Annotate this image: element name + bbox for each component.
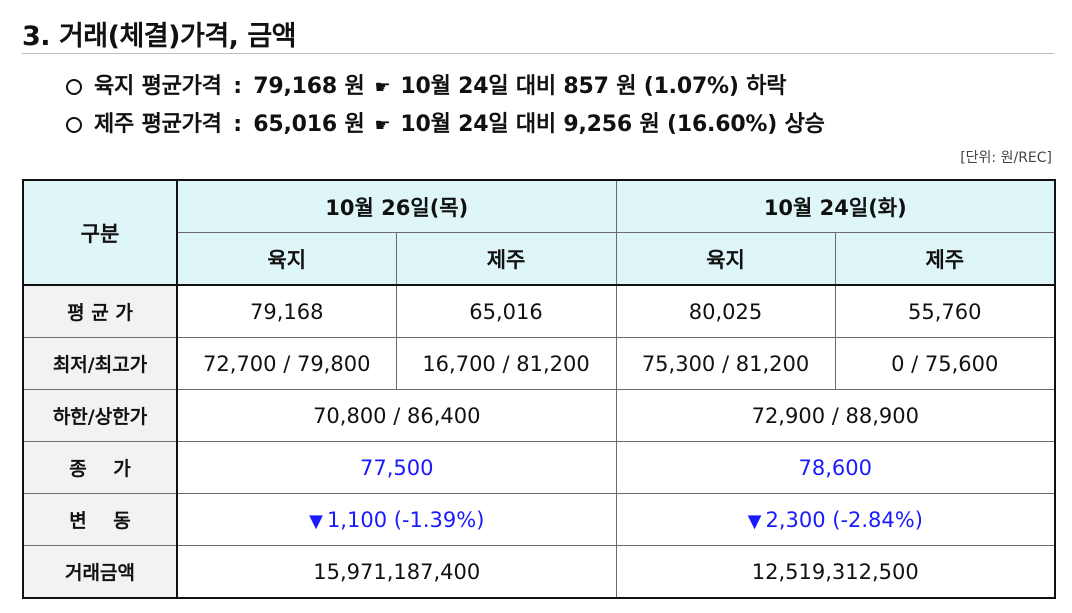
summary-diff-unit: 원 xyxy=(639,112,660,137)
summary-region: 육지 xyxy=(94,74,135,99)
table-cell: 72,700 / 79,800 xyxy=(176,337,397,390)
circle-bullet-icon xyxy=(66,117,82,133)
summary-value: 79,168 xyxy=(253,74,337,99)
summary-region: 제주 xyxy=(94,112,135,137)
table-cell: ▼ 1,100 (-1.39%) xyxy=(176,493,617,546)
table-cell: 70,800 / 86,400 xyxy=(176,389,617,442)
header-date-oct24: 10월 24일(화) xyxy=(615,179,1056,233)
table-row-minmax: 최저/최고가 72,700 / 79,800 16,700 / 81,200 7… xyxy=(22,337,1056,390)
table-row-average: 평 균 가 79,168 65,016 80,025 55,760 xyxy=(22,284,1056,338)
summary-pct: (16.60%) xyxy=(666,112,778,137)
summary-label: 평균가격 xyxy=(141,112,222,137)
table-cell: 55,760 xyxy=(834,284,1056,338)
table-header-row: 구분 10월 26일(목) 10월 24일(화) xyxy=(22,179,1056,286)
table-row-change: 변 동 ▼ 1,100 (-1.39%) ▼ 2,300 (-2.84%) xyxy=(22,493,1056,546)
summary-label: 평균가격 xyxy=(141,74,222,99)
header-jeju: 제주 xyxy=(395,232,617,286)
row-label: 최저/최고가 xyxy=(22,337,178,390)
row-label: 평 균 가 xyxy=(22,284,178,338)
table-subheader-row: 육지 제주 육지 제주 xyxy=(23,232,1056,286)
summary-compare: 10월 24일 대비 xyxy=(400,74,556,99)
summary-value: 65,016 xyxy=(253,112,337,137)
summary-unit: 원 xyxy=(344,112,365,137)
price-table: 구분 10월 26일(목) 10월 24일(화) 육지 제주 육지 제주 평 균… xyxy=(22,179,1057,599)
summary-pct: (1.07%) xyxy=(643,74,739,99)
table-row-limit: 하한/상한가 70,800 / 86,400 72,900 / 88,900 xyxy=(22,389,1056,442)
down-triangle-icon: ▼ xyxy=(747,510,762,532)
table-cell: 77,500 xyxy=(176,441,617,494)
summary-direction: 상승 xyxy=(784,112,825,137)
summary-diff: 857 xyxy=(563,74,609,99)
table-row-close: 종 가 77,500 78,600 xyxy=(22,441,1056,494)
row-label: 거래금액 xyxy=(22,545,178,599)
header-date-oct26: 10월 26일(목) xyxy=(176,179,617,233)
table-cell: 12,519,312,500 xyxy=(615,545,1056,599)
summary-diff-unit: 원 xyxy=(616,74,637,99)
table-cell: 65,016 xyxy=(395,284,617,338)
pointing-hand-icon: ☛ xyxy=(374,115,391,136)
summary-direction: 하락 xyxy=(746,74,787,99)
table-cell: 75,300 / 81,200 xyxy=(615,337,836,390)
pointing-hand-icon: ☛ xyxy=(374,77,391,98)
summary-item-mainland: 육지 평균가격 : 79,168 원 ☛ 10월 24일 대비 857 원 (1.0… xyxy=(66,68,825,106)
header-category: 구분 xyxy=(22,179,178,286)
summary-unit: 원 xyxy=(344,74,365,99)
section-title: 3. 거래(체결)가격, 금액 xyxy=(22,21,297,52)
header-mainland: 육지 xyxy=(176,232,397,286)
row-label: 변 동 xyxy=(22,493,178,546)
table-cell: 15,971,187,400 xyxy=(176,545,617,599)
down-triangle-icon: ▼ xyxy=(309,510,323,532)
summary-item-jeju: 제주 평균가격 : 65,016 원 ☛ 10월 24일 대비 9,256 원 (1… xyxy=(66,106,825,144)
row-label: 종 가 xyxy=(22,441,178,494)
row-label: 하한/상한가 xyxy=(22,389,178,442)
table-cell: ▼ 2,300 (-2.84%) xyxy=(615,493,1056,546)
circle-bullet-icon xyxy=(66,79,82,95)
summary-diff: 9,256 xyxy=(563,112,632,137)
table-row-amount: 거래금액 15,971,187,400 12,519,312,500 xyxy=(22,545,1056,599)
table-cell: 72,900 / 88,900 xyxy=(615,389,1056,442)
table-cell: 80,025 xyxy=(615,284,836,338)
change-value: 1,100 (-1.39%) xyxy=(326,507,485,532)
table-cell: 78,600 xyxy=(615,441,1056,494)
summary-compare: 10월 24일 대비 xyxy=(400,112,556,137)
table-cell: 16,700 / 81,200 xyxy=(395,337,617,390)
table-cell: 79,168 xyxy=(176,284,397,338)
header-mainland: 육지 xyxy=(615,232,836,286)
header-jeju: 제주 xyxy=(834,232,1056,286)
unit-note: [단위: 원/REC] xyxy=(960,150,1052,166)
change-value: 2,300 (-2.84%) xyxy=(765,507,923,532)
title-divider xyxy=(22,53,1054,54)
table-cell: 0 / 75,600 xyxy=(834,337,1056,390)
price-summary: 육지 평균가격 : 79,168 원 ☛ 10월 24일 대비 857 원 (1.0… xyxy=(66,68,825,144)
